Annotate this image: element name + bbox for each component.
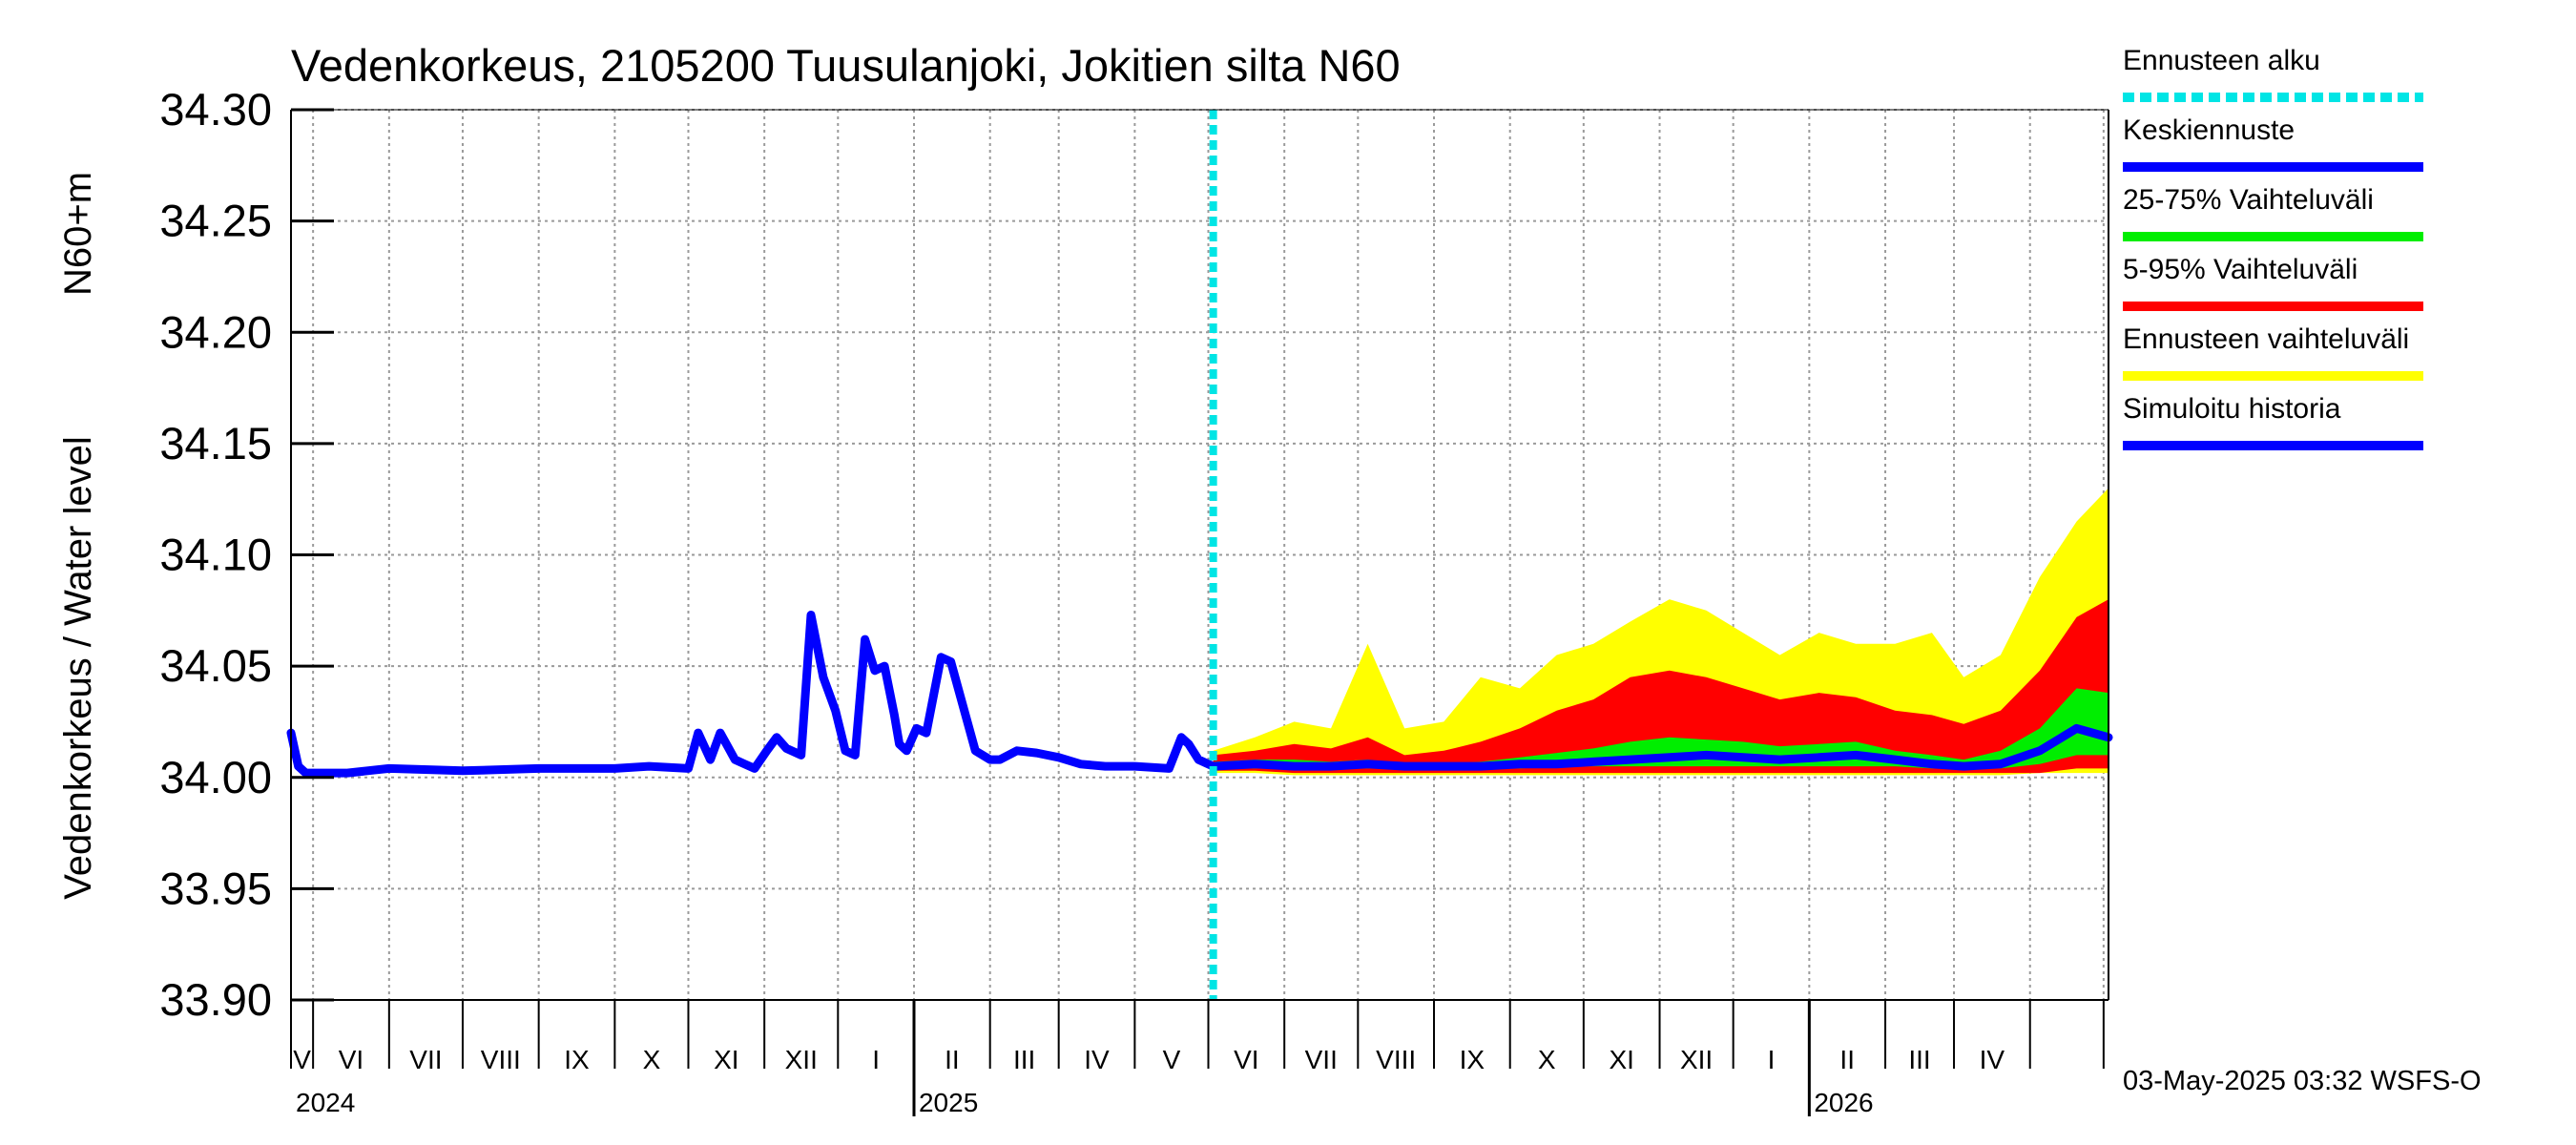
y-tick-label: 33.95 xyxy=(159,863,272,913)
month-label: III xyxy=(1908,1045,1930,1074)
month-label: XII xyxy=(1680,1045,1713,1074)
grid xyxy=(291,109,2109,1001)
legend-label: Ennusteen alku xyxy=(2123,45,2320,76)
month-label: V xyxy=(293,1045,311,1074)
y-tick-label: 34.10 xyxy=(159,530,272,580)
y-tick-label: 34.05 xyxy=(159,640,272,691)
month-label: V xyxy=(1163,1045,1181,1074)
month-label: XI xyxy=(714,1045,738,1074)
y-axis-label-main: Vedenkorkeus / Water level xyxy=(57,436,99,899)
band-5-95 xyxy=(1213,599,2109,774)
month-label: IX xyxy=(564,1045,590,1074)
legend-item: 5-95% Vaihteluväli xyxy=(2123,254,2423,311)
month-label: IV xyxy=(1084,1045,1110,1074)
month-label: VII xyxy=(409,1045,442,1074)
y-tick-label: 34.20 xyxy=(159,306,272,357)
legend-item: Ennusteen vaihteluväli xyxy=(2123,323,2423,381)
legend-label: 5-95% Vaihteluväli xyxy=(2123,254,2358,285)
year-label: 2026 xyxy=(1814,1088,1873,1117)
month-label: IV xyxy=(1980,1045,2005,1074)
year-label: 2024 xyxy=(296,1088,355,1117)
legend: Ennusteen alku Keskiennuste 25-75% Vaihtel… xyxy=(2123,45,2423,450)
legend-label: Simuloitu historia xyxy=(2123,393,2341,425)
plot-area xyxy=(286,109,2113,1001)
month-label: I xyxy=(1768,1045,1776,1074)
forecast-range-band xyxy=(1213,488,2109,776)
month-label: II xyxy=(945,1045,960,1074)
month-label: II xyxy=(1839,1045,1855,1074)
year-label: 2025 xyxy=(919,1088,978,1117)
month-label: VI xyxy=(339,1045,364,1074)
month-label: IX xyxy=(1460,1045,1485,1074)
legend-label: Keskiennuste xyxy=(2123,114,2295,146)
axes: 34.30 34.25 34.20 34.15 34.10 34.05 34.00 33.95… xyxy=(159,84,2109,1117)
y-tick-label: 34.00 xyxy=(159,752,272,802)
legend-label: 25-75% Vaihteluväli xyxy=(2123,184,2374,216)
y-tick-label: 34.30 xyxy=(159,84,272,135)
simulated-history-line xyxy=(286,611,1218,778)
legend-item: Ennusteen alku xyxy=(2123,45,2423,102)
month-label: X xyxy=(1538,1045,1556,1074)
month-label: VI xyxy=(1234,1045,1258,1074)
legend-item: 25-75% Vaihteluväli xyxy=(2123,184,2423,241)
legend-item: Simuloitu historia xyxy=(2123,393,2423,450)
chart-title: Vedenkorkeus, 2105200 Tuusulanjoki, Joki… xyxy=(291,40,1401,91)
month-label: VII xyxy=(1305,1045,1338,1074)
band-25-75 xyxy=(1213,688,2109,769)
month-label: X xyxy=(643,1045,661,1074)
footer-timestamp: 03-May-2025 03:32 WSFS-O xyxy=(2123,1066,2482,1096)
month-label: VIII xyxy=(1376,1045,1416,1074)
month-label: I xyxy=(872,1045,880,1074)
y-tick-label: 34.25 xyxy=(159,196,272,246)
y-tick-label: 34.15 xyxy=(159,418,272,468)
month-label: XII xyxy=(785,1045,818,1074)
month-label: XI xyxy=(1609,1045,1633,1074)
legend-label: Ennusteen vaihteluväli xyxy=(2123,323,2409,355)
median-forecast-line xyxy=(1209,723,2113,771)
y-tick-label: 33.90 xyxy=(159,974,272,1025)
month-label: III xyxy=(1013,1045,1035,1074)
y-axis-label-unit: N60+m xyxy=(57,172,99,296)
month-label: VIII xyxy=(481,1045,521,1074)
legend-item: Keskiennuste xyxy=(2123,114,2423,172)
